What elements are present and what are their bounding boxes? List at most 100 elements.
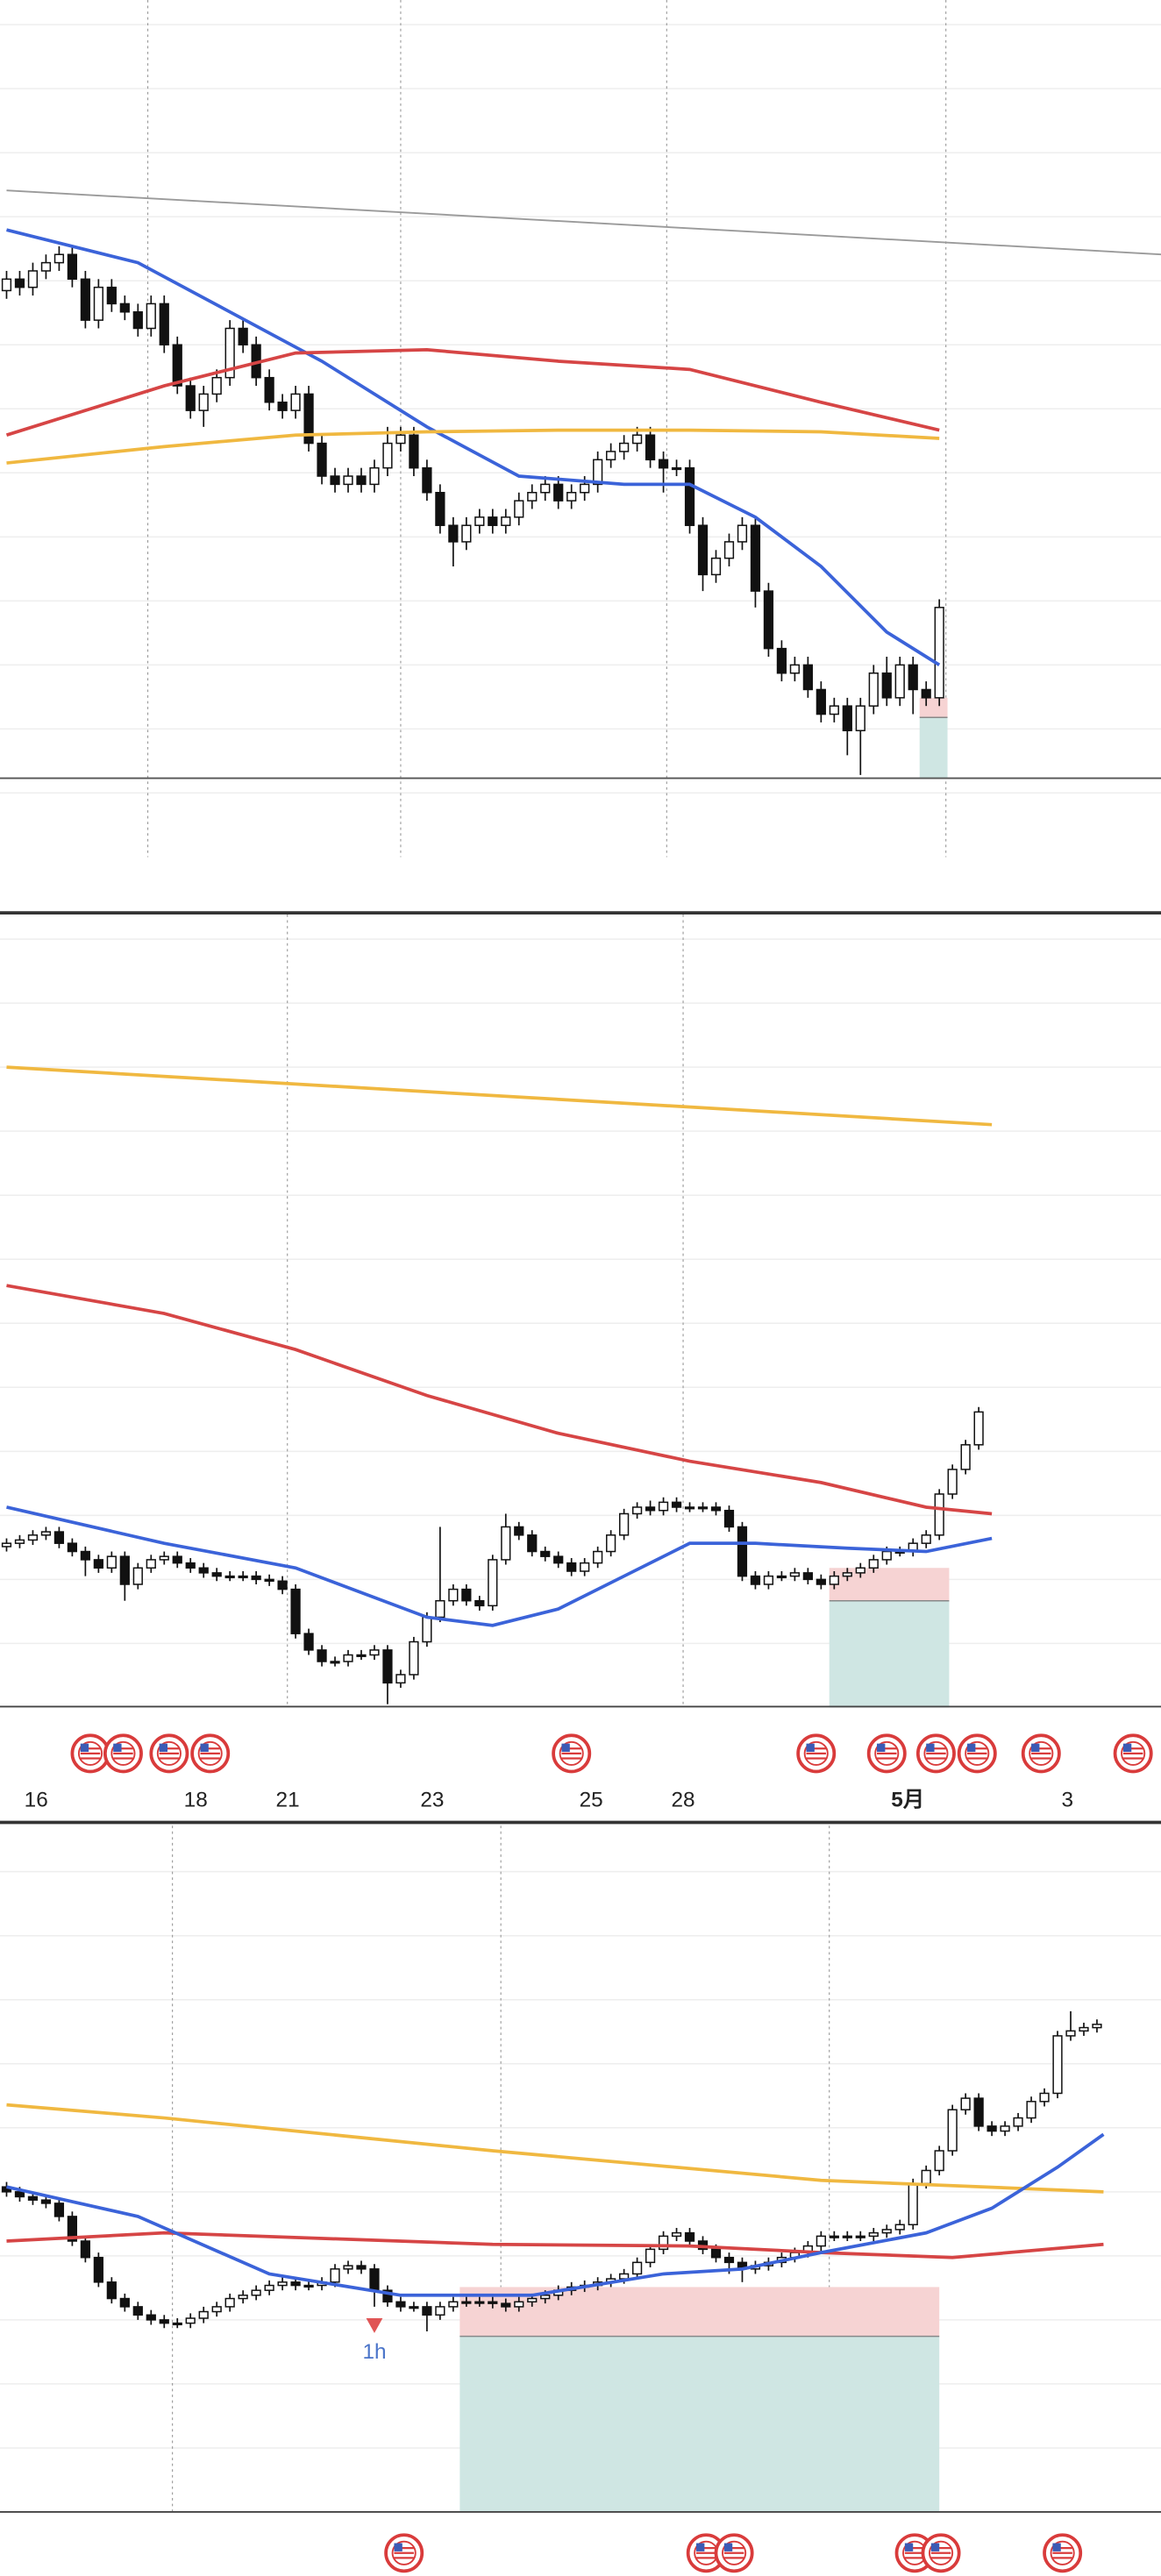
target-zone	[829, 1600, 950, 1708]
candle-body	[934, 2150, 944, 2172]
candle-body	[842, 2235, 852, 2238]
candle-body	[789, 664, 801, 674]
candle-body	[330, 2268, 340, 2283]
candle-body	[290, 2281, 301, 2287]
candle-body	[395, 434, 406, 445]
candle-body	[119, 1555, 130, 1585]
flag-canton	[200, 1743, 209, 1752]
candle-body	[27, 1534, 39, 1541]
candle-body	[53, 1531, 65, 1544]
candle-body	[198, 1567, 209, 1574]
grid	[0, 914, 1161, 1708]
candle-body	[527, 492, 538, 502]
candle-body	[1039, 2092, 1050, 2103]
candle-body	[619, 1512, 630, 1536]
event-icon	[103, 1733, 143, 1774]
candle-body	[658, 1501, 669, 1512]
candle-body	[382, 442, 393, 469]
x-tick-label: 16	[25, 1789, 48, 1812]
candle-body	[356, 1654, 367, 1657]
candle-body	[540, 1550, 551, 1557]
panel: 16 18 21 23 25 28 5月 3	[1, 1065, 1153, 1812]
candle-body	[986, 2125, 997, 2132]
moving-average-line	[6, 1505, 993, 1627]
flag-canton	[561, 1743, 570, 1752]
candle-body	[514, 2301, 524, 2308]
candle-body	[501, 516, 511, 526]
candle-body	[645, 1506, 656, 1512]
candle-body	[881, 1550, 892, 1561]
flag-canton	[806, 1743, 815, 1752]
candle-body	[435, 2306, 445, 2316]
candle-body	[409, 1640, 419, 1676]
candle-body	[119, 302, 130, 313]
flag-canton	[926, 1743, 935, 1752]
candle-body	[631, 1506, 643, 1515]
candle-body	[277, 2281, 288, 2287]
event-icon	[149, 1733, 189, 1774]
candle-body	[317, 1649, 327, 1662]
candle-body	[67, 253, 78, 281]
candle-body	[684, 466, 695, 526]
event-icon	[1043, 2533, 1083, 2573]
candle-body	[697, 1506, 709, 1510]
candle-body	[93, 286, 103, 321]
candle-body	[488, 1559, 498, 1607]
candle-body	[514, 1526, 524, 1536]
candle-body	[1, 278, 12, 292]
candle-body	[146, 302, 156, 330]
candle-body	[658, 2235, 669, 2251]
candle-body	[881, 672, 892, 699]
candle-body	[474, 1599, 485, 1607]
candle-body	[763, 1575, 774, 1585]
candle-body	[488, 516, 498, 526]
candle-body	[435, 1599, 445, 1619]
candle-body	[132, 311, 143, 330]
event-icon	[921, 2533, 961, 2573]
candle-body	[172, 2322, 182, 2326]
candle-body	[343, 2265, 353, 2270]
moving-average-line	[6, 2132, 1105, 2297]
candle-body	[908, 664, 918, 691]
candle-body	[842, 1572, 852, 1577]
candle-body	[14, 278, 25, 288]
grid	[0, 0, 1161, 857]
candle-body	[448, 1588, 459, 1602]
candle-body	[67, 1542, 78, 1553]
flag-canton	[696, 2543, 705, 2551]
candle-body	[382, 1649, 393, 1684]
candle-body	[264, 2284, 274, 2291]
candle-body	[593, 1550, 603, 1564]
candle-body	[211, 2306, 222, 2313]
candle-body	[540, 2295, 551, 2300]
x-tick-label: 21	[276, 1789, 300, 1812]
candle-body	[1026, 2101, 1036, 2119]
candle-body	[185, 385, 196, 411]
candle-body	[960, 1444, 971, 1470]
target-zone	[459, 2336, 940, 2512]
candle-body	[198, 2310, 209, 2319]
candle-body	[921, 688, 931, 699]
moving-average-line	[6, 228, 941, 666]
candle-body	[474, 2301, 485, 2304]
candle-body	[251, 2289, 261, 2296]
candle-body	[290, 393, 301, 411]
flag-canton	[967, 1743, 976, 1752]
candle-body	[369, 466, 380, 486]
candle-body	[369, 2268, 380, 2291]
candle-body	[737, 1526, 748, 1577]
x-tick-label: 25	[580, 1789, 603, 1812]
candle-body	[461, 1588, 472, 1602]
candle-body	[921, 1534, 931, 1544]
candle-body	[356, 2265, 367, 2270]
signal-label: 1h	[362, 2340, 386, 2364]
candle-body	[409, 434, 419, 469]
candle-body	[671, 2231, 682, 2238]
candle-body	[409, 2306, 419, 2309]
candle-body	[80, 2240, 90, 2259]
candle-body	[172, 1555, 182, 1564]
candle-body	[868, 2231, 879, 2238]
candle-body	[146, 2314, 156, 2321]
candle-body	[553, 483, 564, 502]
